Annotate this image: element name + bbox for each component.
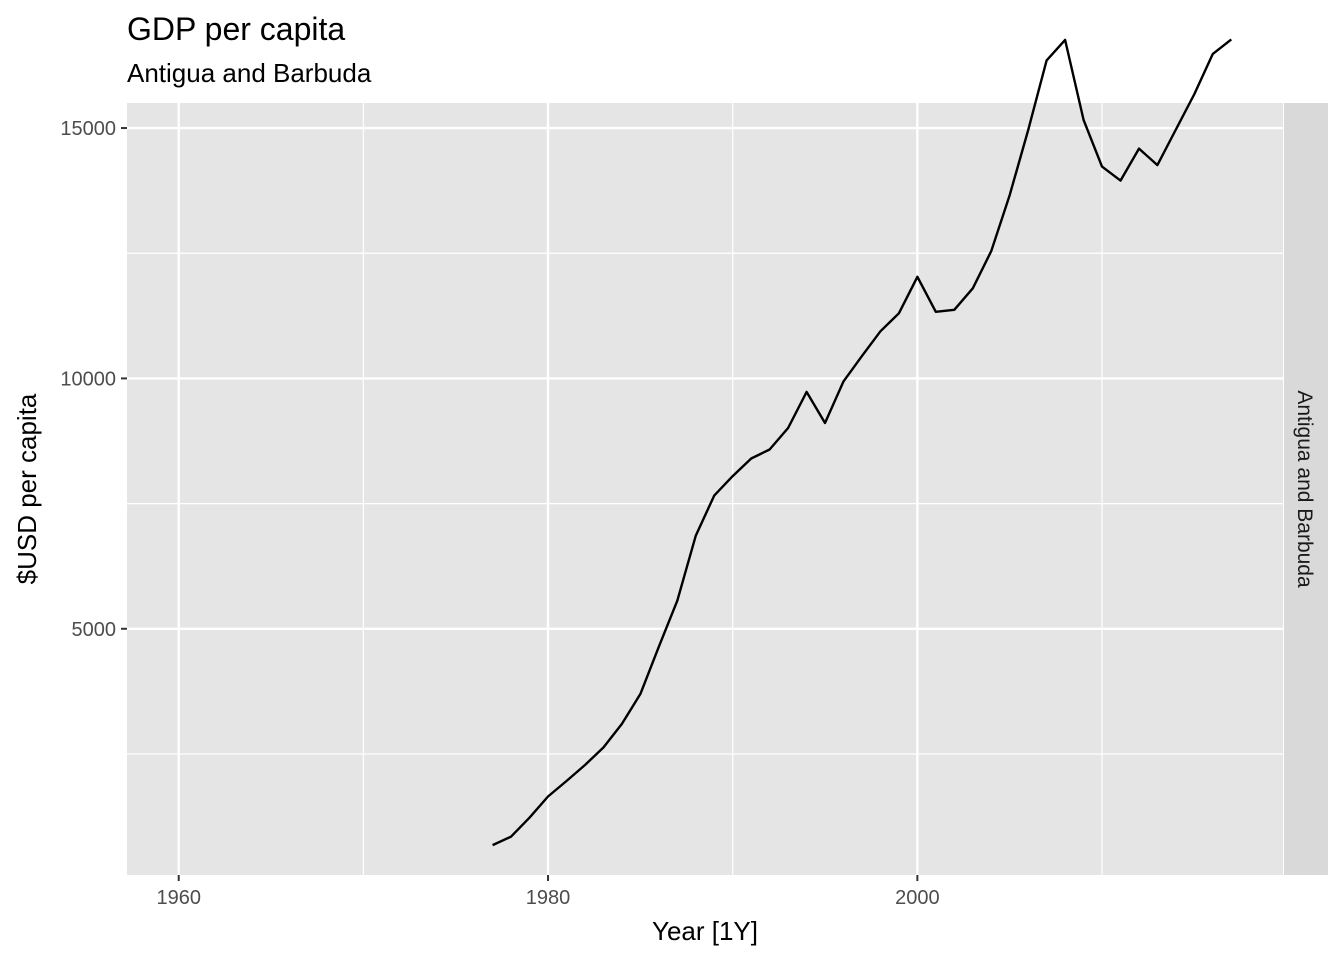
facet-strip-label: Antigua and Barbuda xyxy=(1293,390,1316,588)
major-gridlines xyxy=(127,103,1283,875)
y-axis-ticks: 5000 10000 15000 xyxy=(60,118,127,641)
x-axis-title: Year [1Y] xyxy=(652,916,758,946)
y-tick-label: 10000 xyxy=(60,368,116,390)
facet-strip xyxy=(1284,103,1328,875)
y-axis-title: $USD per capita xyxy=(12,393,42,584)
x-tick-label: 1960 xyxy=(156,887,201,909)
minor-gridlines xyxy=(127,103,1283,875)
chart-subtitle: Antigua and Barbuda xyxy=(127,58,372,88)
x-tick-label: 1980 xyxy=(526,887,571,909)
x-axis-ticks: 1960 1980 2000 xyxy=(156,875,940,909)
plot-panel xyxy=(127,103,1283,875)
y-tick-label: 5000 xyxy=(72,619,117,641)
x-tick-label: 2000 xyxy=(895,887,940,909)
gdp-series-line xyxy=(492,38,1233,847)
y-tick-label: 15000 xyxy=(60,118,116,140)
chart-title: GDP per capita xyxy=(127,11,345,47)
